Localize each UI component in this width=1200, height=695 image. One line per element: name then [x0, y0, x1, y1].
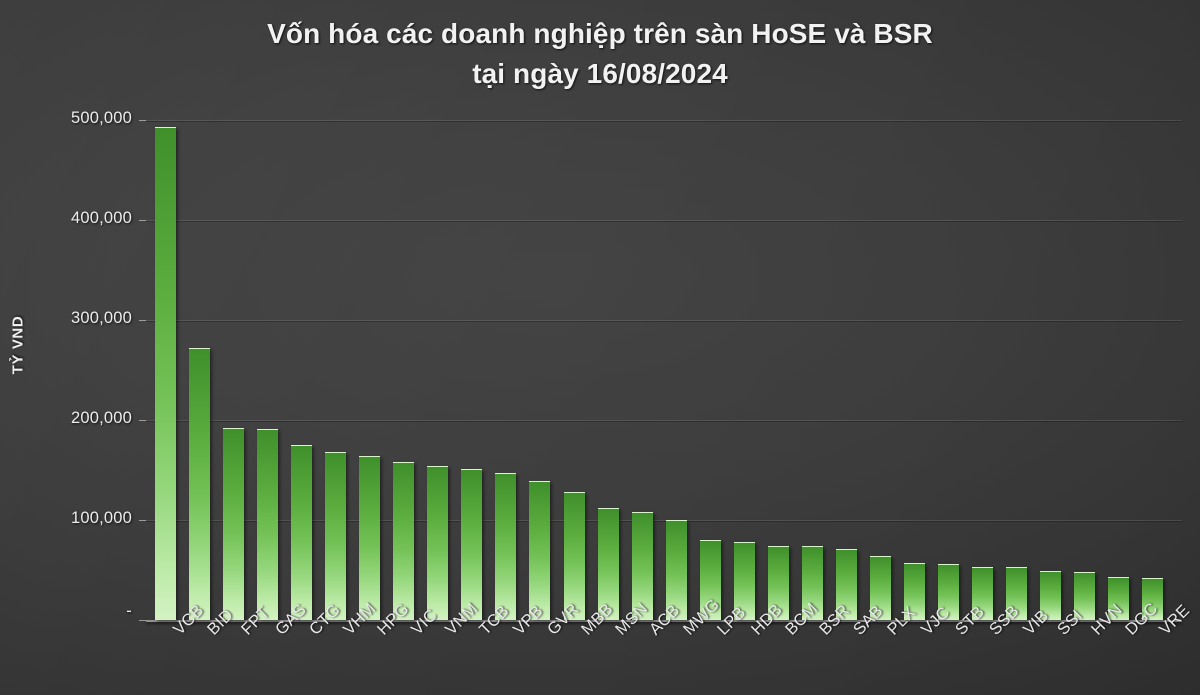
- bar-column[interactable]: [291, 120, 313, 620]
- bar-hpg[interactable]: [359, 456, 381, 620]
- bar-column[interactable]: [189, 120, 211, 620]
- bar-vjc[interactable]: [903, 563, 925, 620]
- bar-column[interactable]: [529, 120, 551, 620]
- bar-column[interactable]: [801, 120, 823, 620]
- bar-column[interactable]: [359, 120, 381, 620]
- y-axis-tick-label: 100,000: [70, 509, 132, 527]
- y-axis-tick-label: 400,000: [70, 209, 132, 227]
- bar-msn[interactable]: [597, 508, 619, 620]
- y-axis-tick-mark: [139, 120, 146, 121]
- bar-column[interactable]: [733, 120, 755, 620]
- bar-column[interactable]: [1073, 120, 1095, 620]
- bar-bid[interactable]: [189, 348, 211, 620]
- bar-column[interactable]: [495, 120, 517, 620]
- bar-vib[interactable]: [1005, 567, 1027, 620]
- bar-column[interactable]: [257, 120, 279, 620]
- bar-bsr[interactable]: [801, 546, 823, 620]
- chart-title-line-2: tại ngày 16/08/2024: [472, 57, 728, 89]
- bar-column[interactable]: [1005, 120, 1027, 620]
- bar-column[interactable]: [223, 120, 245, 620]
- bar-ctg[interactable]: [291, 445, 313, 620]
- bar-column[interactable]: [631, 120, 653, 620]
- bar-vic[interactable]: [393, 462, 415, 620]
- bar-vpb[interactable]: [495, 473, 517, 620]
- y-axis-tick-mark: [139, 220, 146, 221]
- bar-mwg[interactable]: [665, 520, 687, 620]
- bar-vnm[interactable]: [427, 466, 449, 620]
- bar-acb[interactable]: [631, 512, 653, 620]
- bar-bcm[interactable]: [767, 546, 789, 620]
- bar-dgc[interactable]: [1107, 577, 1129, 620]
- bar-column[interactable]: [1039, 120, 1061, 620]
- bar-column[interactable]: [835, 120, 857, 620]
- gridline: [146, 420, 1182, 421]
- bar-lpb[interactable]: [699, 540, 721, 620]
- x-axis-category-labels: VCB BID FPT GAS CTG VHM HPG VIC VNM TCB VPB GVR MBB M…: [146, 596, 1194, 695]
- bar-column[interactable]: [393, 120, 415, 620]
- y-axis-tick-mark: [139, 420, 146, 421]
- y-axis-tick-mark: [139, 520, 146, 521]
- bar-column[interactable]: [1107, 120, 1129, 620]
- bar-vcb[interactable]: [155, 127, 177, 620]
- chart-title: Vốn hóa các doanh nghiệp trên sàn HoSE v…: [0, 14, 1200, 94]
- gridline: [146, 220, 1182, 221]
- bar-column[interactable]: [767, 120, 789, 620]
- bar-sab[interactable]: [835, 549, 857, 620]
- bar-fpt[interactable]: [223, 428, 245, 620]
- y-axis-tick-label: 500,000: [70, 109, 132, 127]
- bar-mbb[interactable]: [563, 492, 585, 620]
- bar-column[interactable]: [699, 120, 721, 620]
- bar-ssb[interactable]: [971, 567, 993, 620]
- y-axis-tick-label: -: [126, 602, 132, 620]
- chart-title-line-1: Vốn hóa các doanh nghiệp trên sàn HoSE v…: [267, 18, 933, 49]
- bar-stb[interactable]: [937, 564, 959, 620]
- bars-layer: [146, 120, 1182, 620]
- bar-gvr[interactable]: [529, 481, 551, 620]
- y-axis-tick-mark: [139, 620, 146, 621]
- bar-column[interactable]: [1141, 120, 1163, 620]
- bar-ssi[interactable]: [1039, 571, 1061, 620]
- bar-tcb[interactable]: [461, 469, 483, 620]
- bar-column[interactable]: [597, 120, 619, 620]
- bar-hvn[interactable]: [1073, 572, 1095, 620]
- bar-column[interactable]: [869, 120, 891, 620]
- axis-baseline: [146, 620, 1182, 622]
- bar-column[interactable]: [903, 120, 925, 620]
- y-axis-tick-label: 300,000: [70, 309, 132, 327]
- y-axis-tick-mark: [139, 320, 146, 321]
- bar-hdb[interactable]: [733, 542, 755, 620]
- gridline: [146, 120, 1182, 121]
- bar-column[interactable]: [937, 120, 959, 620]
- bar-column[interactable]: [665, 120, 687, 620]
- bar-vhm[interactable]: [325, 452, 347, 620]
- bar-column[interactable]: [155, 120, 177, 620]
- y-axis-tick-label: 200,000: [70, 409, 132, 427]
- bar-plx[interactable]: [869, 556, 891, 620]
- bar-vre[interactable]: [1141, 578, 1163, 620]
- y-axis-title: TỶ VND: [9, 315, 27, 375]
- bar-column[interactable]: [461, 120, 483, 620]
- bar-column[interactable]: [427, 120, 449, 620]
- plot-area: 500,000 400,000 300,000 200,000 100,000 -: [71, 109, 1182, 622]
- bar-column[interactable]: [971, 120, 993, 620]
- bar-column[interactable]: [563, 120, 585, 620]
- bar-gas[interactable]: [257, 429, 279, 620]
- gridline: [146, 520, 1182, 521]
- gridline: [146, 320, 1182, 321]
- bar-column[interactable]: [325, 120, 347, 620]
